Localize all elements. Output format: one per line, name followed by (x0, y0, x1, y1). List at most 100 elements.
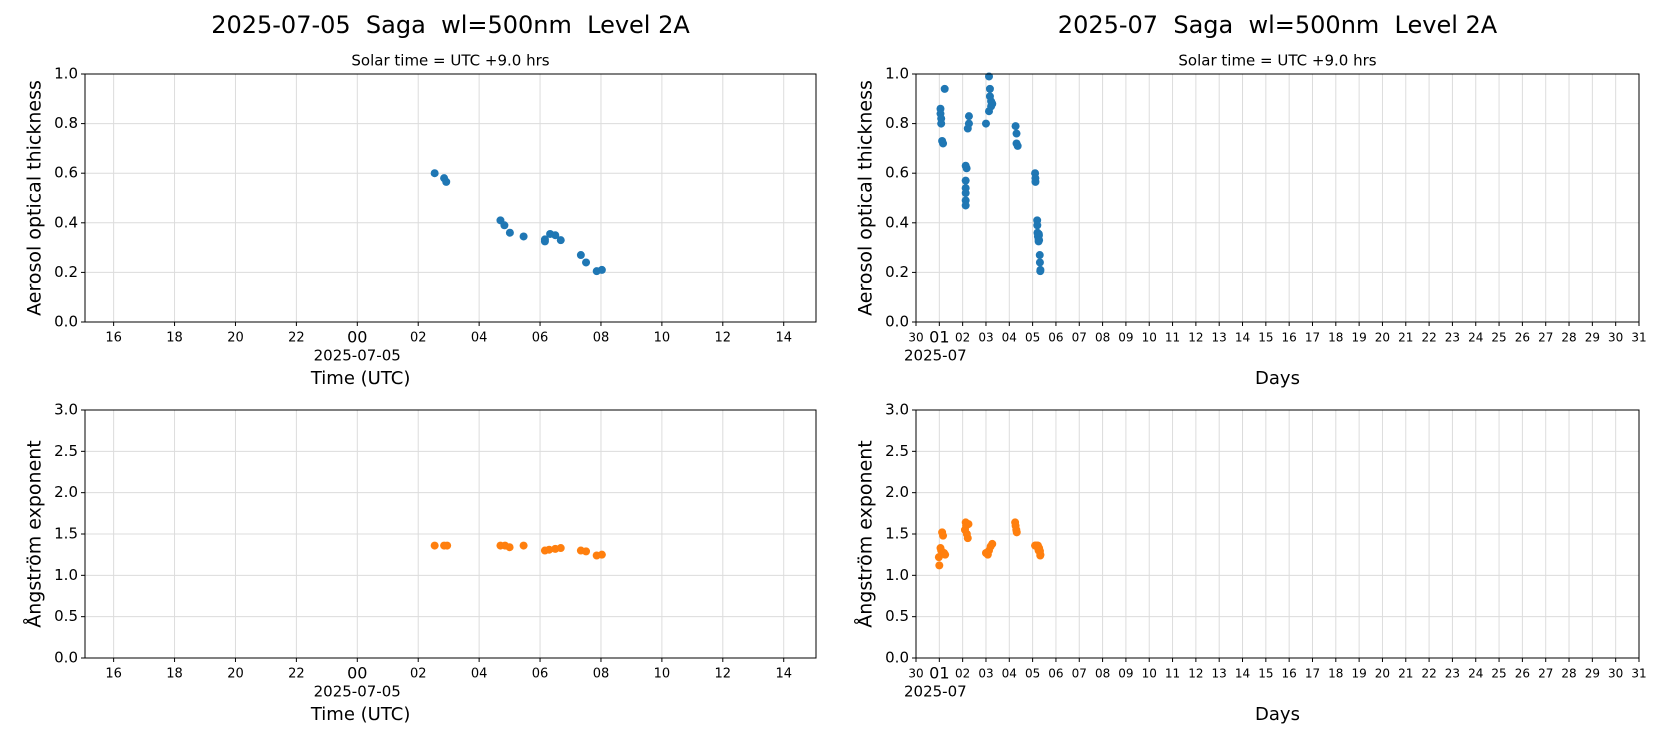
data-point (988, 539, 997, 548)
x-tick-label: 20 (1375, 667, 1390, 681)
x-tick-label: 12 (1188, 667, 1203, 681)
data-point (556, 544, 565, 553)
x-tick-label: 04 (1002, 331, 1017, 345)
x-tick-label: 08 (1095, 331, 1110, 345)
y-tick-label: 1.5 (54, 525, 78, 543)
data-point (961, 201, 970, 210)
x-tick-label: 25 (1491, 667, 1506, 681)
data-point (551, 231, 560, 240)
y-tick-label: 0.2 (54, 263, 78, 281)
x-tick-label: 06 (532, 667, 549, 682)
x-tick-label: 19 (1351, 667, 1366, 681)
data-point (941, 550, 950, 559)
x-tick-label: 09 (1118, 667, 1133, 681)
y-tick-label: 1.0 (885, 566, 909, 584)
x-tick-label: 31 (1631, 667, 1646, 681)
y-tick-label: 2.5 (54, 442, 78, 460)
x-tick-label: 30 (1608, 667, 1623, 681)
data-point (962, 164, 971, 173)
x-tick-label: 27 (1538, 667, 1553, 681)
x-tick-label: 05 (1025, 331, 1040, 345)
data-point (430, 541, 439, 550)
x-tick-label: 10 (654, 667, 671, 682)
data-point (1036, 265, 1045, 274)
x-tick-label: 21 (1398, 331, 1413, 345)
x-tick-label: 29 (1585, 667, 1600, 681)
data-point (576, 251, 585, 260)
data-point (937, 119, 946, 128)
data-point (964, 520, 973, 529)
y-tick-label: 0.6 (885, 164, 909, 182)
data-point (1012, 129, 1021, 138)
axes-frame (84, 409, 817, 659)
data-point (430, 169, 439, 178)
axes-frame (915, 73, 1640, 323)
chart-title: 2025-07-05 Saga wl=500nm Level 2A (211, 11, 690, 39)
y-tick-label: 0.5 (54, 607, 78, 625)
y-tick-label: 1.0 (54, 65, 78, 83)
data-point (1013, 141, 1022, 150)
x-tick-label: 02 (410, 331, 427, 346)
x-offset-label: 2025-07 (904, 347, 967, 365)
data-point (505, 228, 514, 237)
x-tick-label: 23 (1445, 667, 1460, 681)
data-point (1036, 550, 1045, 559)
y-tick-label: 0.0 (54, 649, 78, 667)
x-tick-label: 16 (105, 667, 122, 682)
data-point (985, 84, 994, 93)
y-tick-label: 0.4 (885, 213, 909, 231)
y-axis-label: Ångström exponent (23, 440, 46, 628)
data-point (540, 237, 549, 246)
data-point (519, 232, 528, 241)
y-tick-label: 0.6 (54, 164, 78, 182)
x-tick-label: 20 (227, 331, 244, 346)
y-tick-label: 0.0 (885, 649, 909, 667)
y-tick-label: 0.5 (885, 607, 909, 625)
x-tick-label: 29 (1585, 331, 1600, 345)
x-tick-label: 15 (1258, 667, 1273, 681)
chart-subtitle: Solar time = UTC +9.0 hrs (351, 52, 549, 70)
x-tick-label: 15 (1258, 331, 1273, 345)
x-tick-label: 09 (1118, 331, 1133, 345)
x-tick-label: 16 (1282, 667, 1297, 681)
x-tick-label: 02 (955, 331, 970, 345)
x-axis-label: Days (1255, 368, 1300, 389)
data-point (519, 541, 528, 550)
axes-frame (84, 73, 817, 323)
data-point (935, 561, 944, 570)
y-tick-label: 0.8 (54, 114, 78, 132)
x-tick-label: 14 (775, 667, 792, 682)
y-tick-label: 2.0 (885, 483, 909, 501)
x-tick-label: 08 (1095, 667, 1110, 681)
x-tick-label: 00 (347, 664, 367, 683)
x-tick-label: 17 (1305, 667, 1320, 681)
y-tick-label: 0.4 (54, 213, 78, 231)
y-tick-label: 0.0 (885, 313, 909, 331)
data-point (963, 124, 972, 133)
x-tick-label: 18 (166, 667, 183, 682)
x-tick-label: 10 (654, 331, 671, 346)
x-tick-label: 30 (908, 331, 923, 345)
x-tick-label: 08 (593, 331, 610, 346)
x-tick-label: 20 (1375, 331, 1390, 345)
x-tick-label: 03 (978, 331, 993, 345)
data-point (939, 531, 948, 540)
x-tick-label: 23 (1445, 331, 1460, 345)
x-tick-label: 02 (410, 667, 427, 682)
x-tick-label: 01 (929, 664, 949, 683)
x-tick-label: 30 (908, 667, 923, 681)
x-tick-label: 14 (775, 331, 792, 346)
x-offset-label: 2025-07 (904, 683, 967, 701)
data-point (1031, 177, 1040, 186)
x-tick-label: 04 (471, 331, 488, 346)
x-tick-label: 00 (347, 328, 367, 347)
x-tick-label: 06 (1048, 331, 1063, 345)
x-tick-label: 04 (1002, 667, 1017, 681)
x-tick-label: 27 (1538, 331, 1553, 345)
x-axis-label: Days (1255, 704, 1300, 725)
data-point (981, 119, 990, 128)
x-tick-label: 18 (1328, 331, 1343, 345)
data-point (961, 176, 970, 185)
data-point (988, 99, 997, 108)
